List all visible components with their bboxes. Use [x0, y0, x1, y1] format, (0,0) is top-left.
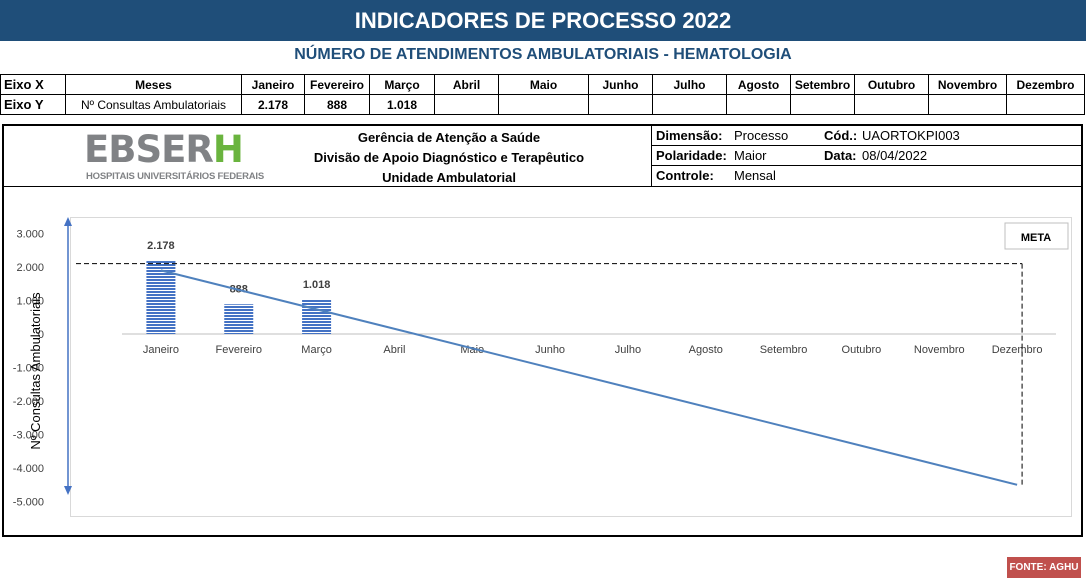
- x-tick-label: Agosto: [689, 344, 723, 356]
- month-header: Dezembro: [1006, 74, 1085, 95]
- controle-label: Controle:: [656, 168, 714, 183]
- month-value: 1.018: [369, 94, 435, 115]
- y-tick-label: -5.000: [13, 497, 44, 509]
- cod-value: UAORTOKPI003: [862, 128, 960, 143]
- org-line-2: Divisão de Apoio Diagnóstico e Terapêuti…: [313, 150, 585, 165]
- dimensao-label: Dimensão:: [656, 128, 723, 143]
- logo-word: EBSER: [84, 128, 214, 171]
- month-header: Junho: [588, 74, 653, 95]
- x-tick-label: Novembro: [914, 344, 965, 356]
- data-label: Data:: [824, 148, 857, 163]
- month-header: Novembro: [928, 74, 1007, 95]
- axis-y-name: Nº Consultas Ambulatoriais: [65, 94, 242, 115]
- x-tick-label: Junho: [535, 344, 565, 356]
- y-tick-label: 3.000: [16, 229, 44, 241]
- y-tick-label: -2.000: [13, 396, 44, 408]
- indicator-chart: 3.000 2.000 1.000 0 -1.000 -2.000 -3.000 -4.000…: [13, 217, 1069, 509]
- data-value: 08/04/2022: [862, 148, 928, 163]
- month-header: Maio: [498, 74, 589, 95]
- x-tick-label: Fevereiro: [216, 344, 262, 356]
- y-tick-label: -3.000: [13, 430, 44, 442]
- month-header: Março: [369, 74, 435, 95]
- x-tick-label: Dezembro: [992, 344, 1043, 356]
- x-tick-label: Outubro: [842, 344, 882, 356]
- page-subtitle: NÚMERO DE ATENDIMENTOS AMBULATORIAIS - H…: [294, 46, 792, 63]
- month-header: Julho: [652, 74, 727, 95]
- month-value: 888: [304, 94, 370, 115]
- chart-plot-frame: [70, 217, 1072, 517]
- month-header: Abril: [434, 74, 499, 95]
- y-tick-label: -4.000: [13, 463, 44, 475]
- indicator-metadata: Dimensão: Processo Cód.: UAORTOKPI003 Po…: [651, 126, 1082, 187]
- month-value: [726, 94, 791, 115]
- y-tick-label: 1.000: [16, 296, 44, 308]
- polaridade-value: Maior: [734, 148, 767, 163]
- month-value: [652, 94, 727, 115]
- page-title: INDICADORES DE PROCESSO 2022: [0, 0, 1086, 41]
- month-value: 2.178: [241, 94, 305, 115]
- x-tick-label: Setembro: [760, 344, 808, 356]
- month-value: [434, 94, 499, 115]
- x-tick-label: Março: [301, 344, 332, 356]
- indicator-panel: EBSERH HOSPITAIS UNIVERSITÁRIOS FEDERAIS…: [2, 124, 1083, 537]
- month-value: [498, 94, 589, 115]
- x-tick-label: Abril: [383, 344, 405, 356]
- month-header: Fevereiro: [304, 74, 370, 95]
- logo-word-accent: H: [212, 128, 244, 171]
- axes-definition-table: Eixo X Meses Janeiro Fevereiro Março Abr…: [0, 74, 1085, 115]
- y-tick-label: -1.000: [13, 363, 44, 375]
- organization-block: Gerência de Atenção a Saúde Divisão de A…: [249, 128, 649, 188]
- y-axis-arrow-down: [64, 486, 72, 495]
- y-tick-label: 0: [38, 329, 44, 341]
- axis-y-row: Eixo Y Nº Consultas Ambulatoriais 2.178 …: [0, 94, 1085, 115]
- x-tick-label: Janeiro: [143, 344, 179, 356]
- y-tick-label: 2.000: [16, 262, 44, 274]
- org-line-1: Gerência de Atenção a Saúde: [357, 130, 541, 145]
- month-value: [588, 94, 653, 115]
- bar-data-label: 1.018: [303, 279, 331, 291]
- indicator-header: EBSERH HOSPITAIS UNIVERSITÁRIOS FEDERAIS…: [4, 126, 1082, 188]
- x-tick-label: Julho: [615, 344, 641, 356]
- cod-label: Cód.:: [824, 128, 858, 143]
- logo-subtitle: HOSPITAIS UNIVERSITÁRIOS FEDERAIS: [86, 171, 264, 182]
- axis-x-name: Meses: [65, 74, 242, 95]
- month-value: [1006, 94, 1085, 115]
- month-value: [790, 94, 855, 115]
- month-header: Agosto: [726, 74, 791, 95]
- month-header: Setembro: [790, 74, 855, 95]
- y-axis-arrow-up: [64, 217, 72, 226]
- month-value: [928, 94, 1007, 115]
- bar: [224, 304, 254, 334]
- dimensao-value: Processo: [734, 128, 789, 143]
- bar: [302, 299, 332, 334]
- axis-x-label: Eixo X: [0, 74, 66, 95]
- trendline: [160, 269, 1018, 486]
- source-badge: FONTE: AGHU: [1007, 557, 1081, 578]
- legend-meta-label: META: [1021, 232, 1051, 244]
- month-header: Outubro: [854, 74, 929, 95]
- legend-box: [1004, 222, 1069, 250]
- y-axis-title: Nº Consultas Ambulatoriais: [28, 292, 43, 450]
- axis-y-label: Eixo Y: [0, 94, 66, 115]
- controle-value: Mensal: [734, 168, 776, 183]
- polaridade-label: Polaridade:: [656, 148, 727, 163]
- bar-data-label: 2.178: [147, 240, 175, 252]
- month-header: Janeiro: [241, 74, 305, 95]
- axis-x-row: Eixo X Meses Janeiro Fevereiro Março Abr…: [0, 74, 1085, 95]
- ebserh-logo: EBSERH HOSPITAIS UNIVERSITÁRIOS FEDERAIS: [84, 128, 264, 182]
- month-value: [854, 94, 929, 115]
- org-line-3: Unidade Ambulatorial: [382, 170, 516, 185]
